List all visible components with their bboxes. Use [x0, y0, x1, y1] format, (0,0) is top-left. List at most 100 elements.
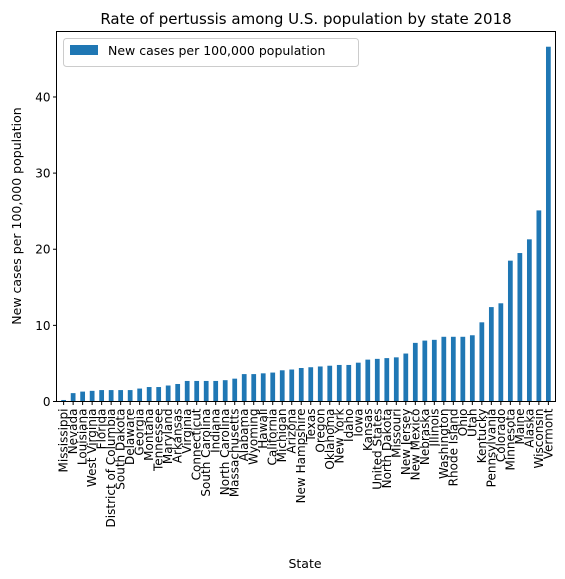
x-tick-label: New Mexico [408, 409, 422, 481]
bar-maryland [165, 385, 171, 402]
bar-north-dakota [384, 358, 390, 402]
x-tick-label: Alabama [237, 409, 251, 462]
legend-box [63, 38, 359, 67]
x-tick-label: Nebraska [418, 409, 432, 466]
bar-florida [99, 390, 105, 402]
x-tick-label: Georgia [133, 409, 147, 456]
bar-alaska [526, 239, 532, 402]
x-tick-label: Virginia [180, 409, 194, 454]
x-tick-label: Oklahoma [323, 409, 337, 470]
bar-oklahoma [327, 365, 333, 402]
x-tick-label: Rhode Island [446, 409, 460, 487]
bar-hawaii [260, 373, 266, 402]
x-tick-label: Arkansas [171, 409, 185, 464]
y-axis-label: New cases per 100,000 population [9, 107, 24, 324]
x-tick-label: South Carolina [199, 409, 213, 497]
bar-delaware [127, 390, 133, 402]
x-tick-label: Idaho [342, 409, 356, 442]
x-tick-label: Kansas [361, 409, 375, 451]
x-tick-label: Wisconsin [532, 409, 546, 469]
plot-frame [56, 31, 556, 402]
x-tick-label: Montana [142, 409, 156, 461]
bar-alabama [241, 374, 247, 402]
x-tick-label: Pennsylvania [484, 409, 498, 488]
bar-maine [517, 253, 523, 402]
bar-new-hampshire [298, 368, 304, 402]
x-tick-label: Alaska [522, 409, 536, 448]
bar-missouri [393, 357, 399, 402]
bar-minnesota [507, 260, 513, 402]
bar-south-dakota [118, 390, 124, 402]
x-tick-label: Illinois [427, 409, 441, 447]
bar-virginia [184, 380, 190, 402]
y-tick-label: 40 [35, 90, 50, 104]
x-tick-label: Kentucky [475, 409, 489, 464]
x-tick-label: New York [332, 408, 346, 463]
y-tick-label: 10 [35, 319, 50, 333]
bar-united-states [374, 358, 380, 402]
bar-indiana [213, 380, 219, 402]
bar-colorado [498, 303, 504, 402]
bar-nebraska [422, 340, 428, 402]
x-tick-label: Washington [437, 409, 451, 480]
bar-vermont [545, 46, 551, 402]
x-tick-label: Vermont [541, 408, 555, 459]
x-tick-label: Hawaii [256, 409, 270, 449]
x-tick-label: New Jersey [399, 409, 413, 476]
x-tick-label: North Carolina [218, 409, 232, 496]
legend-swatch [70, 45, 98, 55]
bar-nevada [70, 393, 76, 402]
bar-massachusetts [232, 378, 238, 402]
bar-south-carolina [203, 380, 209, 402]
x-tick-label: Arizona [285, 409, 299, 454]
legend-label: New cases per 100,000 population [108, 43, 325, 58]
bar-wisconsin [536, 210, 542, 402]
bar-texas [308, 367, 314, 402]
x-tick-label: North Dakota [380, 409, 394, 489]
bar-district-of-columbia [108, 390, 114, 402]
x-tick-label: United States [370, 409, 384, 490]
bar-tennessee [156, 387, 162, 402]
x-tick-label: Massachusetts [228, 409, 242, 498]
x-tick-label: South Dakota [114, 409, 128, 490]
legend: New cases per 100,000 population [63, 38, 359, 67]
x-tick-label: Mississippi [57, 409, 71, 473]
bar-rhode-island [450, 336, 456, 402]
x-tick-label: California [266, 409, 280, 466]
bar-wyoming [251, 374, 257, 402]
x-tick-label: Louisiana [76, 409, 90, 466]
y-tick-label: 30 [35, 167, 50, 181]
x-tick-label: Connecticut [190, 408, 204, 480]
x-tick-label: Wyoming [247, 409, 261, 465]
bar-west-virginia [89, 390, 95, 402]
x-tick-label: Delaware [123, 409, 137, 466]
bar-connecticut [194, 380, 200, 402]
bar-pennsylvania [488, 307, 494, 402]
chart-title: Rate of pertussis among U.S. population … [100, 10, 511, 28]
bar-mississippi [61, 399, 67, 402]
bar-montana [146, 387, 152, 402]
x-tick-label: Maine [513, 409, 527, 445]
bar-arkansas [175, 383, 181, 402]
y-tick-label: 20 [35, 243, 50, 257]
x-tick-label: Minnesota [503, 409, 517, 471]
x-tick-label: Utah [465, 409, 479, 437]
y-axis-ticks: 0 10 20 30 40 [35, 90, 57, 409]
bar-illinois [431, 339, 437, 402]
x-tick-label: Texas [304, 409, 318, 443]
x-tick-label: Tennessee [152, 409, 166, 473]
bar-new-york [336, 364, 342, 402]
x-tick-label: Iowa [351, 409, 365, 437]
x-tick-label: Oregon [313, 409, 327, 453]
x-tick-label: New Hampshire [294, 409, 308, 504]
y-tick-label: 0 [43, 395, 51, 409]
bar-louisiana [80, 391, 86, 402]
bar-michigan [279, 370, 285, 402]
x-tick-label: Indiana [209, 409, 223, 453]
bar-california [270, 372, 276, 402]
x-tick-label: Ohio [456, 409, 470, 437]
x-axis-label: State [288, 556, 321, 571]
x-tick-label: District of Columbia [104, 409, 118, 528]
